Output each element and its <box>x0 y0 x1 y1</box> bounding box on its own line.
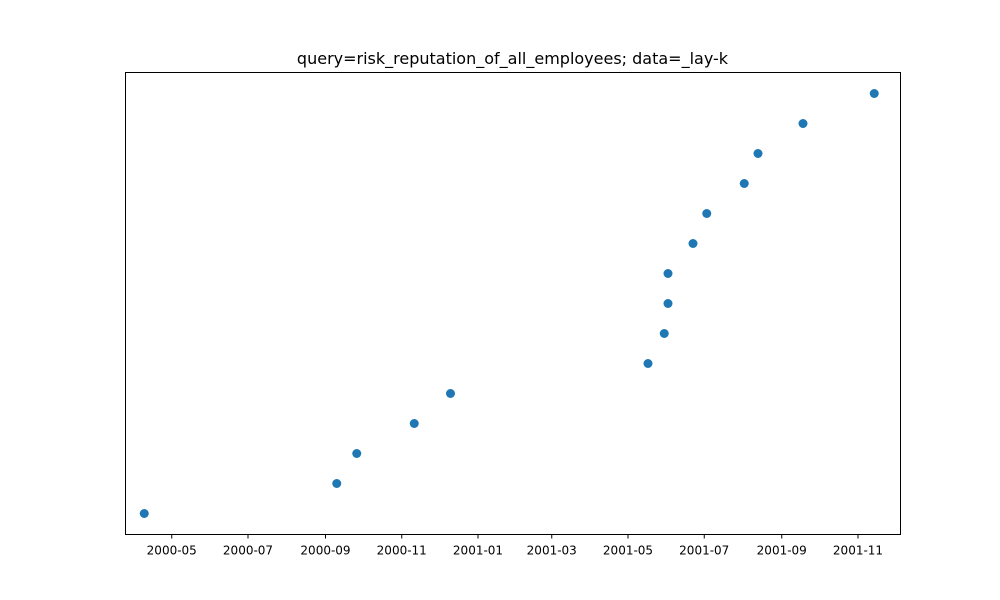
data-point <box>352 449 362 458</box>
data-point <box>739 179 749 188</box>
x-tick-label: 2001-03 <box>527 544 577 558</box>
x-tick-label: 2000-07 <box>223 544 273 558</box>
x-tick-label: 2001-07 <box>679 544 729 558</box>
data-point <box>663 269 673 278</box>
chart-title: query=risk_reputation_of_all_employees; … <box>297 49 729 69</box>
x-tick-label: 2000-09 <box>300 544 350 558</box>
data-point <box>446 389 455 398</box>
x-tick-label: 2001-05 <box>603 544 653 558</box>
data-point <box>869 89 879 98</box>
data-point <box>688 239 698 248</box>
data-point <box>702 209 712 218</box>
data-point <box>663 299 673 308</box>
data-point <box>409 419 419 428</box>
x-tick-label: 2001-11 <box>833 544 883 558</box>
x-axis-ticks: 2000-05 2000-07 2000-09 2000-11 2001-01 2001-… <box>147 534 883 558</box>
data-point <box>798 119 808 128</box>
data-point <box>139 509 149 518</box>
data-point <box>659 329 669 338</box>
x-tick-label: 2001-01 <box>453 544 503 558</box>
data-point <box>753 149 763 158</box>
x-tick-label: 2000-05 <box>147 544 197 558</box>
data-point <box>643 359 653 368</box>
data-point <box>332 479 342 488</box>
data-points <box>139 89 879 518</box>
axes-frame <box>125 72 901 535</box>
x-tick-label: 2001-09 <box>757 544 807 558</box>
x-tick-label: 2000-11 <box>377 544 427 558</box>
